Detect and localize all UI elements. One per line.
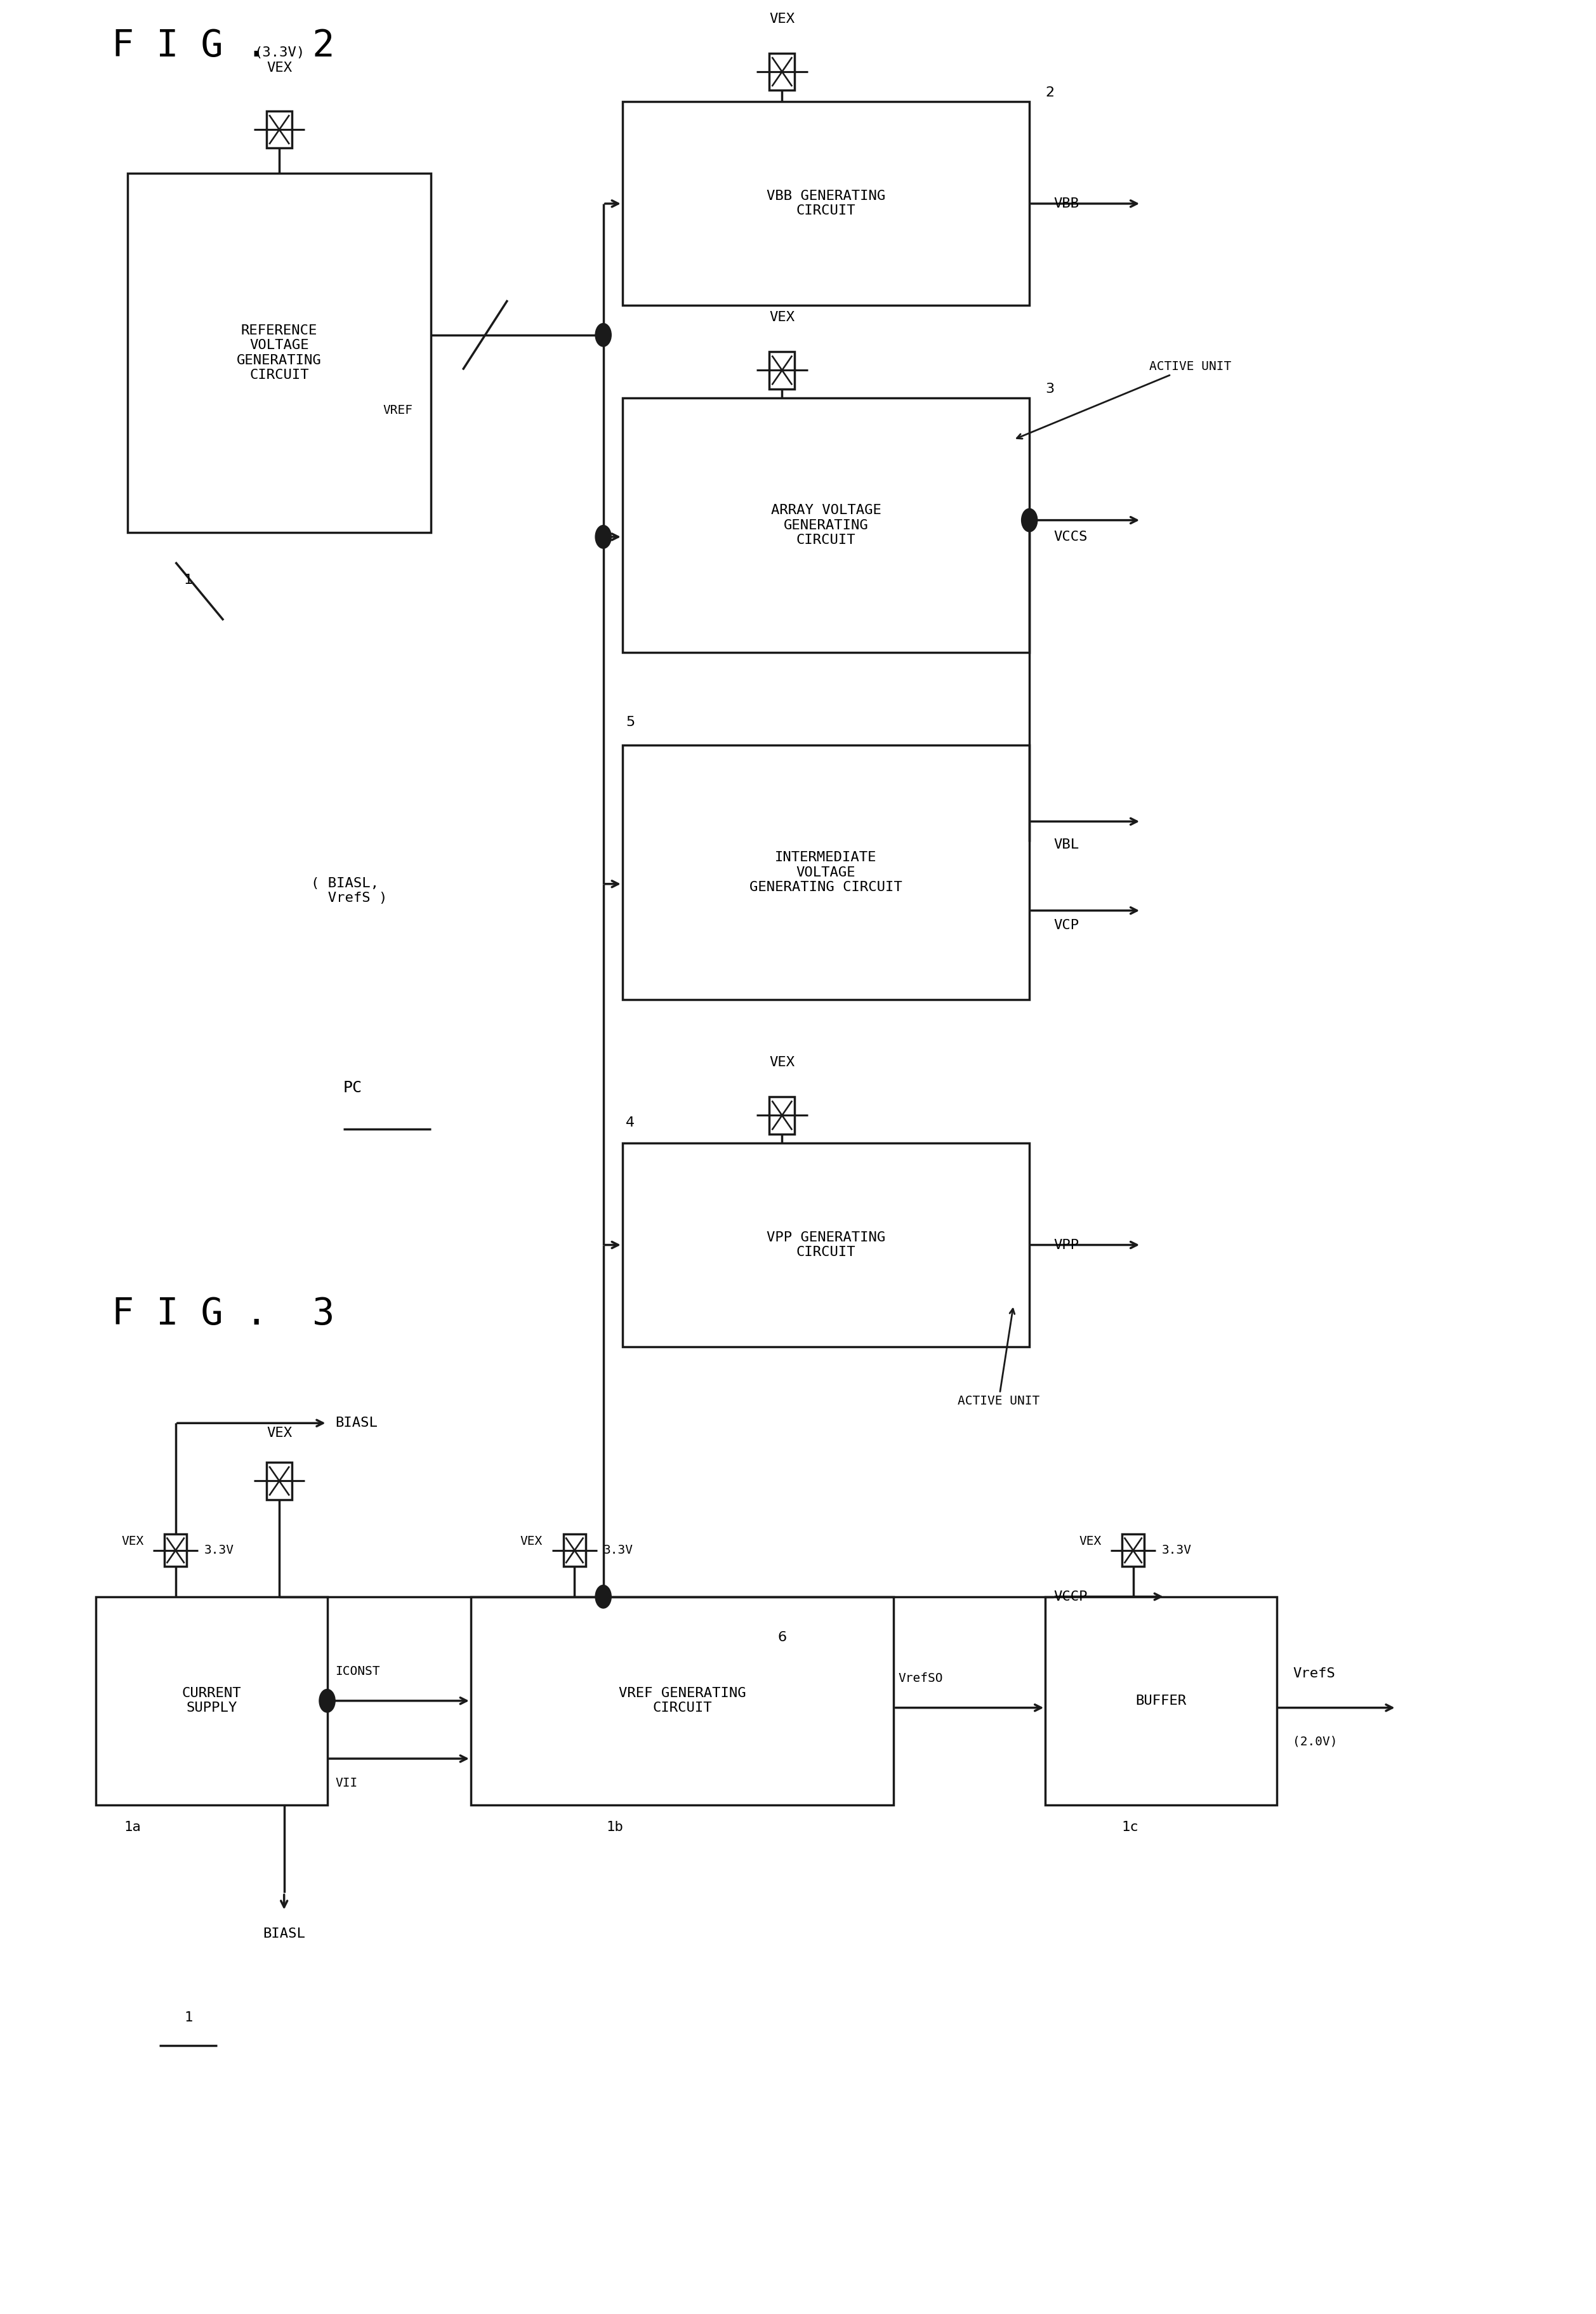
Text: VEX: VEX xyxy=(520,1534,543,1548)
Text: CURRENT
SUPPLY: CURRENT SUPPLY xyxy=(182,1687,241,1715)
Bar xyxy=(622,102,1029,305)
Bar xyxy=(1122,1534,1144,1567)
Bar xyxy=(622,1143,1029,1347)
Text: INTERMEDIATE
VOLTAGE
GENERATING CIRCUIT: INTERMEDIATE VOLTAGE GENERATING CIRCUIT xyxy=(750,852,902,893)
Bar xyxy=(769,53,795,90)
Text: ARRAY VOLTAGE
GENERATING
CIRCUIT: ARRAY VOLTAGE GENERATING CIRCUIT xyxy=(771,504,881,546)
Text: 1b: 1b xyxy=(606,1821,622,1833)
Text: 3: 3 xyxy=(1045,382,1055,396)
Circle shape xyxy=(595,324,611,347)
Text: VBB: VBB xyxy=(1053,197,1079,211)
Text: 1: 1 xyxy=(184,2011,193,2025)
Bar xyxy=(622,745,1029,1000)
Text: VEX: VEX xyxy=(121,1534,144,1548)
Bar xyxy=(471,1597,894,1805)
Circle shape xyxy=(319,1689,335,1712)
Text: VPP GENERATING
CIRCUIT: VPP GENERATING CIRCUIT xyxy=(766,1231,886,1259)
Text: (3.3V)
VEX: (3.3V) VEX xyxy=(254,46,305,74)
Text: REFERENCE
VOLTAGE
GENERATING
CIRCUIT: REFERENCE VOLTAGE GENERATING CIRCUIT xyxy=(236,324,322,382)
Bar xyxy=(563,1534,586,1567)
Bar xyxy=(769,352,795,389)
Circle shape xyxy=(1021,509,1037,532)
Text: PC: PC xyxy=(343,1081,362,1095)
Text: VREF: VREF xyxy=(383,405,413,417)
Text: 3.3V: 3.3V xyxy=(1162,1543,1192,1557)
Text: VrefSO: VrefSO xyxy=(899,1673,943,1685)
Circle shape xyxy=(595,1585,611,1608)
Text: VCCP: VCCP xyxy=(1053,1590,1087,1604)
Text: ACTIVE UNIT: ACTIVE UNIT xyxy=(958,1310,1039,1407)
Text: ICONST: ICONST xyxy=(335,1666,380,1678)
Text: 1: 1 xyxy=(184,574,193,585)
Text: BIASL: BIASL xyxy=(263,1928,305,1939)
Text: 1a: 1a xyxy=(124,1821,140,1833)
Bar xyxy=(128,174,431,532)
Text: ACTIVE UNIT: ACTIVE UNIT xyxy=(1017,361,1231,440)
Text: VrefS: VrefS xyxy=(1293,1668,1336,1680)
Text: 5: 5 xyxy=(626,717,635,729)
Text: 3.3V: 3.3V xyxy=(603,1543,634,1557)
Text: F I G .  2: F I G . 2 xyxy=(112,28,335,65)
Bar xyxy=(622,398,1029,653)
Text: VREF GENERATING
CIRCUIT: VREF GENERATING CIRCUIT xyxy=(619,1687,745,1715)
Circle shape xyxy=(595,525,611,548)
Text: 6: 6 xyxy=(777,1631,787,1643)
Text: VPP: VPP xyxy=(1053,1238,1079,1252)
Text: (2.0V): (2.0V) xyxy=(1293,1735,1337,1747)
Text: 3.3V: 3.3V xyxy=(204,1543,235,1557)
Text: VCP: VCP xyxy=(1053,919,1079,933)
Bar xyxy=(1045,1597,1277,1805)
Text: F I G .  3: F I G . 3 xyxy=(112,1296,335,1333)
Text: VBB GENERATING
CIRCUIT: VBB GENERATING CIRCUIT xyxy=(766,190,886,218)
Bar xyxy=(164,1534,187,1567)
Text: VEX: VEX xyxy=(769,1057,795,1069)
Text: 4: 4 xyxy=(626,1118,635,1129)
Text: BUFFER: BUFFER xyxy=(1136,1694,1186,1708)
Bar xyxy=(96,1597,327,1805)
Text: VCCS: VCCS xyxy=(1053,530,1087,544)
Text: VEX: VEX xyxy=(1079,1534,1101,1548)
Text: ( BIASL,
  VrefS ): ( BIASL, VrefS ) xyxy=(311,877,388,905)
Text: 1c: 1c xyxy=(1122,1821,1138,1833)
Text: BIASL: BIASL xyxy=(335,1416,378,1430)
Text: 2: 2 xyxy=(1045,86,1055,100)
Bar xyxy=(769,1097,795,1134)
Text: VEX: VEX xyxy=(769,312,795,324)
Text: VBL: VBL xyxy=(1053,838,1079,852)
Text: VEX: VEX xyxy=(267,1428,292,1439)
Bar xyxy=(267,1462,292,1499)
Text: VEX: VEX xyxy=(769,14,795,25)
Bar xyxy=(267,111,292,148)
Text: VII: VII xyxy=(335,1777,358,1789)
